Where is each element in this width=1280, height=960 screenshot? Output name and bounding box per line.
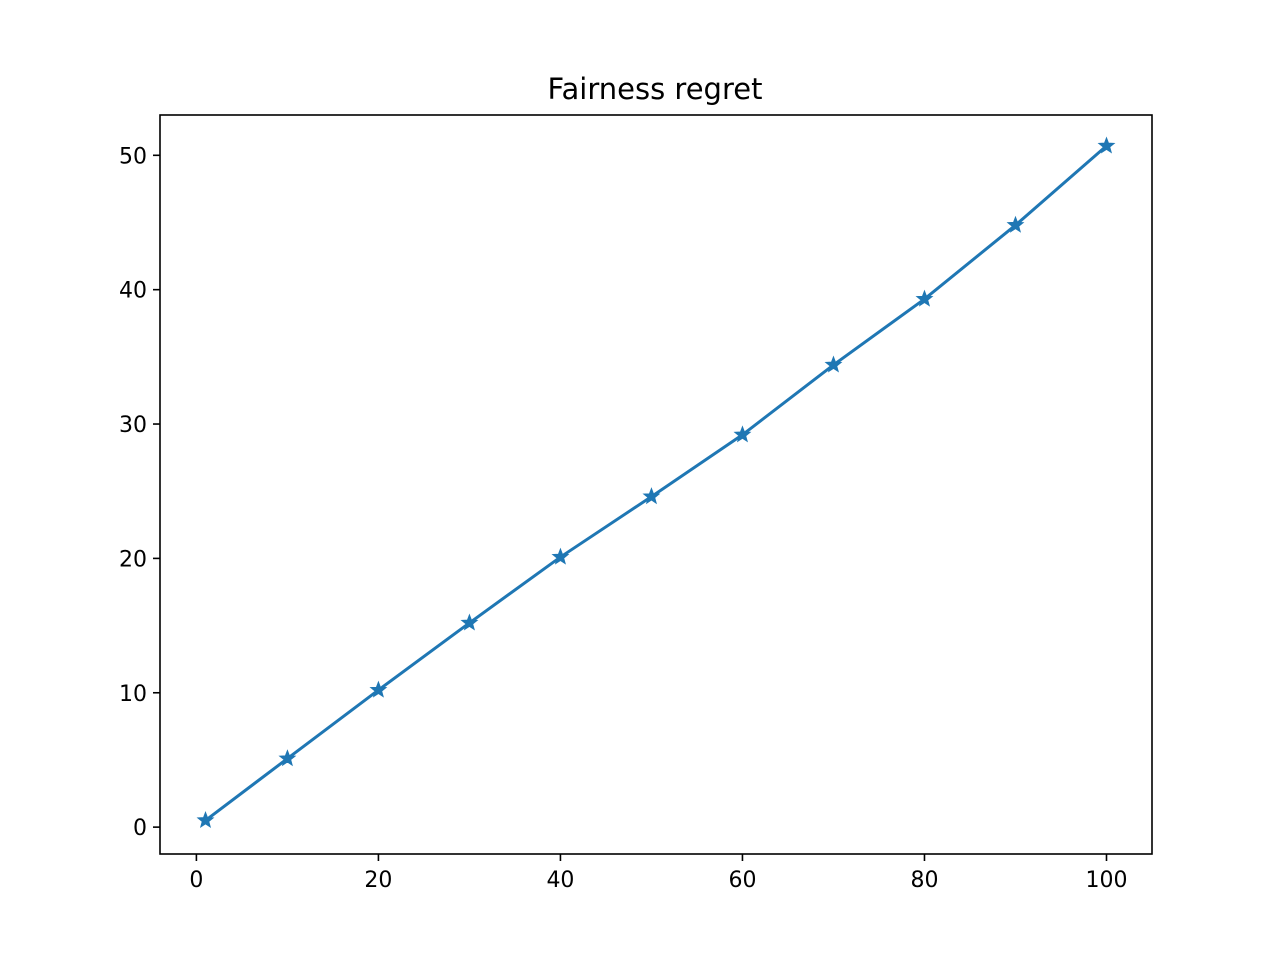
data-point: [642, 487, 661, 505]
x-tick-label: 100: [1085, 868, 1127, 893]
y-tick-label: 50: [119, 144, 147, 169]
y-tick-label: 20: [119, 547, 147, 572]
data-point: [196, 811, 215, 829]
data-point: [733, 425, 752, 443]
y-tick-label: 0: [133, 816, 147, 841]
data-point: [460, 613, 479, 631]
y-tick-label: 10: [119, 682, 147, 707]
data-point: [278, 749, 297, 767]
data-point: [824, 355, 843, 373]
plot-area-frame: [159, 114, 1153, 855]
x-tick-label: 60: [728, 868, 756, 893]
data-point: [915, 289, 934, 307]
data-point: [1097, 136, 1116, 154]
x-tick-label: 40: [546, 868, 574, 893]
x-tick-label: 80: [910, 868, 938, 893]
x-tick-label: 0: [189, 868, 203, 893]
data-point: [369, 680, 388, 698]
y-tick-label: 40: [119, 279, 147, 304]
y-tick-label: 30: [119, 413, 147, 438]
chart-title: Fairness regret: [548, 72, 763, 106]
series-layer: [196, 136, 1116, 829]
x-tick-label: 20: [364, 868, 392, 893]
axes-layer: 0 20 40 60 80 100 0 10 20 30 40 50: [119, 144, 1127, 893]
data-point: [1006, 215, 1025, 233]
data-point: [551, 547, 570, 565]
